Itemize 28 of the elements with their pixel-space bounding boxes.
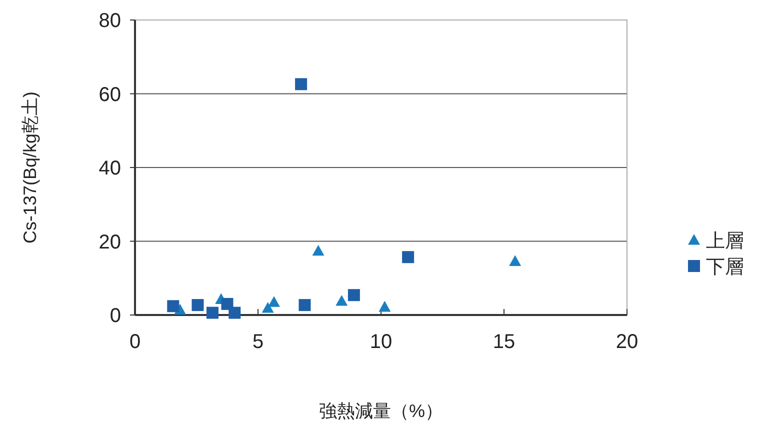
x-tick-label: 0 — [129, 331, 141, 353]
y-tick-label: 40 — [98, 158, 121, 180]
point — [167, 300, 180, 312]
point — [336, 294, 348, 306]
y-tick-label: 20 — [98, 231, 121, 254]
y-tick-label: 60 — [98, 84, 121, 106]
point — [312, 244, 324, 256]
legend-label: 下層 — [706, 257, 744, 278]
point — [262, 302, 274, 313]
y-axis-title: Cs-137(Bq/kg乾土) — [20, 91, 40, 244]
x-axis-title: 強熱減量（%） — [318, 401, 444, 421]
point — [268, 296, 280, 307]
x-tick-label: 10 — [370, 331, 392, 353]
point — [192, 299, 204, 312]
x-tick-label: 15 — [492, 331, 516, 353]
point — [206, 306, 218, 319]
y-tick-label: 80 — [98, 10, 121, 32]
point — [228, 306, 241, 319]
x-tick-label: 5 — [252, 331, 264, 353]
point — [298, 299, 311, 312]
y-tick-label: 0 — [110, 305, 121, 327]
point — [509, 255, 522, 266]
point — [348, 289, 360, 302]
point — [402, 251, 414, 264]
legend-label: 上層 — [706, 231, 744, 252]
point — [295, 78, 308, 90]
x-tick-label: 20 — [616, 331, 638, 353]
point — [378, 300, 391, 312]
